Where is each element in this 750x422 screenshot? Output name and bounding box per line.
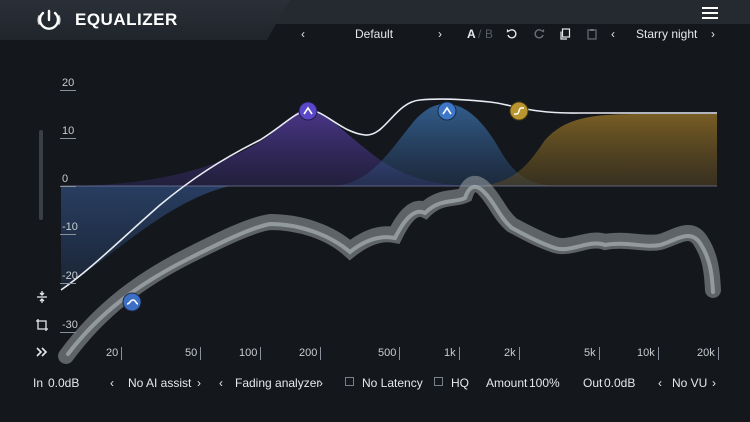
copy-icon[interactable] [559,28,571,40]
x-axis-label: 1k [444,347,460,360]
y-axis-label: 20 [59,77,77,91]
band-handle-bell-2[interactable] [437,101,457,121]
ai-assist-selector[interactable]: No AI assist [128,376,192,390]
band-handle-low-shelf[interactable] [122,292,142,312]
ai-next-button[interactable]: › [197,376,201,390]
app-title: EQUALIZER [75,10,178,29]
theme-prev-button[interactable]: ‹ [611,27,615,41]
analyzer-selector[interactable]: Fading analyzer [235,376,321,390]
x-axis-label: 10k [637,347,659,360]
crop-icon[interactable] [35,318,49,332]
hq-checkbox[interactable]: HQ [434,376,469,390]
y-axis-label: -10 [60,221,78,235]
preset-prev-button[interactable]: ‹ [301,27,305,41]
analyzer-next-button[interactable]: › [319,376,323,390]
output-gain-slider[interactable] [39,130,43,220]
x-axis-label: 100 [239,347,262,360]
analyzer-prev-button[interactable]: ‹ [219,376,223,390]
amount-value[interactable]: 100% [529,376,560,390]
preset-next-button[interactable]: › [438,27,442,41]
x-axis-label: 200 [299,347,322,360]
band-fill-high-shelf [470,114,717,186]
output-gain-label: Out [583,376,603,390]
y-axis-label: 10 [59,125,77,139]
input-gain-label: In [33,376,44,390]
band-fill-low-shelf [61,186,230,290]
hamburger-menu-icon[interactable] [702,7,718,21]
bottom-bar: In 0.0dB ‹ No AI assist › ‹ Fading analy… [0,374,750,392]
y-axis-label: 0 [59,173,77,187]
band-fill-bell-1 [61,108,480,186]
fit-vertical-icon[interactable] [35,290,49,304]
ab-b-button[interactable]: B [485,27,494,41]
band-handle-high-shelf[interactable] [509,101,529,121]
theme-name[interactable]: Starry night [636,27,698,41]
x-axis-label: 20 [106,347,123,360]
vu-selector[interactable]: No VU [672,376,708,390]
band-handle-bell-1[interactable] [298,101,318,121]
ai-prev-button[interactable]: ‹ [110,376,114,390]
redo-icon[interactable] [533,28,545,40]
title-bar: EQUALIZER [0,0,750,44]
analyzer-spectrum [58,175,721,364]
output-gain-value[interactable]: 0.0dB [604,376,636,390]
theme-next-button[interactable]: › [711,27,715,41]
input-gain-value[interactable]: 0.0dB [48,376,80,390]
amount-label: Amount [486,376,528,390]
vu-prev-button[interactable]: ‹ [658,376,662,390]
no-latency-checkbox[interactable]: No Latency [345,376,423,390]
preset-name[interactable]: Default [355,27,394,41]
vu-next-button[interactable]: › [712,376,716,390]
ab-separator: / [478,27,482,41]
ab-a-button[interactable]: A [467,27,476,41]
x-axis-label: 50 [185,347,202,360]
eq-response-curve [60,98,717,291]
undo-icon[interactable] [506,28,518,40]
x-axis-label: 20k [697,347,719,360]
x-axis-label: 5k [584,347,600,360]
band-fill-bell-2 [330,104,560,186]
y-axis-label: -30 [60,319,78,333]
paste-icon[interactable] [586,28,598,40]
x-axis-label: 500 [378,347,401,360]
expand-chevrons-icon[interactable] [35,345,49,359]
x-axis-label: 2k [504,347,520,360]
preset-bar: ‹ Default › A / B ‹ Starry night › [0,26,750,44]
y-axis-label: -20 [60,270,78,284]
power-logo-icon [37,9,61,30]
